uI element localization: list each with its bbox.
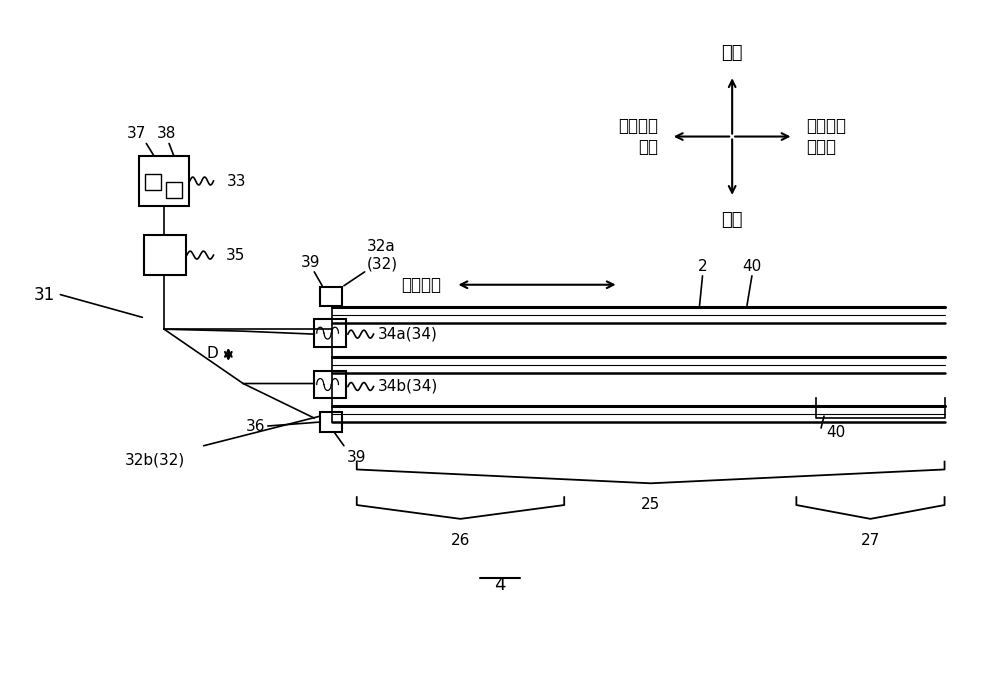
Text: 34a(34): 34a(34) <box>377 327 437 342</box>
Text: 33: 33 <box>226 174 246 189</box>
Bar <box>145 174 161 190</box>
Text: 上侧: 上侧 <box>721 45 743 63</box>
Text: 36: 36 <box>245 418 265 433</box>
Text: 宽度方向
一侧: 宽度方向 一侧 <box>618 117 658 156</box>
Bar <box>314 371 346 398</box>
Bar <box>144 236 186 275</box>
Text: 25: 25 <box>641 497 660 512</box>
Text: 38: 38 <box>156 127 176 141</box>
Bar <box>320 287 342 307</box>
Text: 39: 39 <box>301 255 320 270</box>
Bar <box>166 182 182 198</box>
Text: 下侧: 下侧 <box>721 211 743 229</box>
Text: 26: 26 <box>451 533 470 548</box>
Text: 39: 39 <box>347 450 367 464</box>
Bar <box>139 156 189 206</box>
Text: 扫描方向: 扫描方向 <box>401 276 441 294</box>
Text: 40: 40 <box>742 259 762 274</box>
Bar <box>320 412 342 432</box>
Bar <box>314 319 346 347</box>
Text: 27: 27 <box>861 533 880 548</box>
Text: 37: 37 <box>127 127 146 141</box>
Text: 31: 31 <box>34 286 55 304</box>
Text: 4: 4 <box>494 576 506 594</box>
Text: 34b(34): 34b(34) <box>377 379 438 394</box>
Text: 32a
(32): 32a (32) <box>367 240 398 272</box>
Text: D: D <box>207 347 218 362</box>
Text: 35: 35 <box>225 247 245 263</box>
Text: 32b(32): 32b(32) <box>125 453 185 468</box>
Text: 40: 40 <box>826 425 845 440</box>
Text: 2: 2 <box>698 259 707 274</box>
Text: 宽度方向
另一侧: 宽度方向 另一侧 <box>806 117 846 156</box>
